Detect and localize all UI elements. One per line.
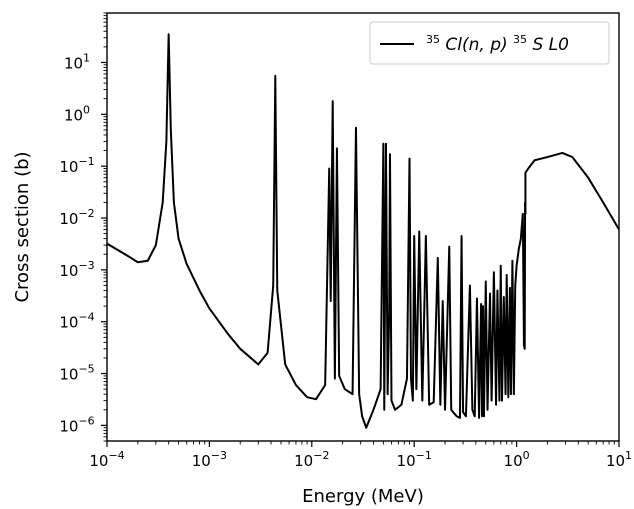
- series-line-0: [107, 33, 619, 429]
- legend: 35 Cl(n, p) 35 S L0: [369, 21, 610, 65]
- x-tick-label: 101: [606, 449, 632, 470]
- series-layer: [107, 33, 619, 429]
- x-tick-label: 10−1: [397, 449, 432, 470]
- legend-post-superscript: 35: [513, 33, 527, 46]
- legend-label: 35 Cl(n, p) 35 S L0: [426, 28, 569, 55]
- legend-reaction: Cl(n, p): [445, 35, 507, 55]
- y-tick-label: 10−4: [59, 311, 94, 332]
- x-tick-label: 10−3: [192, 449, 227, 470]
- ticks-layer: [101, 12, 620, 447]
- y-tick-label: 10−6: [59, 414, 94, 435]
- x-axis-label: Energy (MeV): [302, 486, 424, 507]
- plot-frame: [106, 12, 620, 442]
- y-tick-label: 100: [64, 103, 90, 124]
- plot-area: [101, 12, 620, 447]
- y-tick-label: 10−1: [59, 155, 94, 176]
- y-tick-label: 10−3: [59, 259, 94, 280]
- y-tick-label: 10−2: [59, 207, 94, 228]
- y-tick-label: 10−5: [59, 363, 94, 384]
- legend-tail: S L0: [532, 35, 568, 55]
- legend-pre-superscript: 35: [426, 33, 440, 46]
- x-tick-label: 100: [504, 449, 530, 470]
- legend-box: [369, 21, 610, 65]
- y-axis-label: Cross section (b): [12, 151, 33, 302]
- x-tick-label: 10−2: [294, 449, 329, 470]
- y-tick-label: 101: [64, 51, 90, 72]
- x-tick-label: 10−4: [89, 449, 124, 470]
